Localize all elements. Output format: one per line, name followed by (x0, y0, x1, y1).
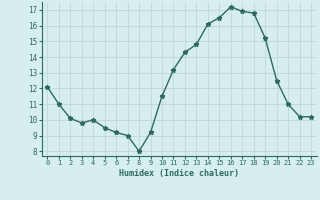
X-axis label: Humidex (Indice chaleur): Humidex (Indice chaleur) (119, 169, 239, 178)
